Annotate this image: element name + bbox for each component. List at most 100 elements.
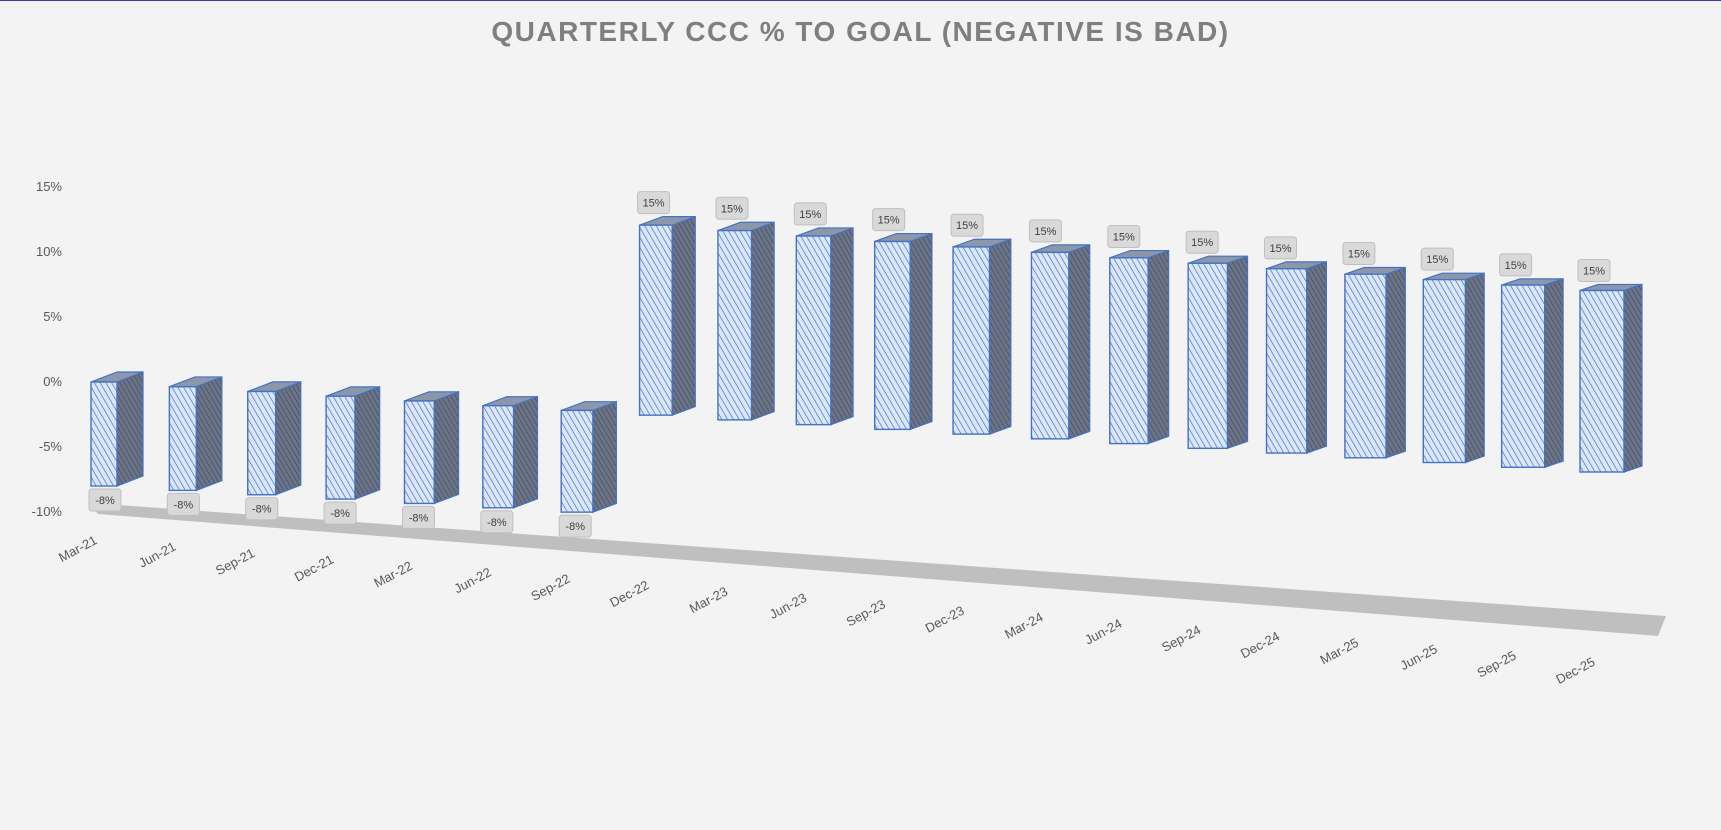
x-tick-label: Jun-24 [1082,616,1124,648]
top-rule [0,0,1721,1]
data-label-box [1028,219,1062,243]
data-labels: -8% -8% -8% -8% -8% -8% -8% 15% 15% 15% 15% 15% 15% 1… [88,191,1611,538]
bar-front [482,404,515,509]
data-label: -8% [323,501,357,525]
y-tick-label: 5% [43,309,62,324]
data-label: 15% [872,208,906,232]
y-tick-label: 10% [36,244,62,259]
x-tick-label: Jun-21 [136,539,178,571]
x-tick-label: Jun-25 [1398,641,1440,673]
x-tick-label: Mar-22 [371,558,414,591]
data-label-box [1264,236,1298,260]
bar-side [1068,244,1091,440]
floor-layer [90,503,1666,636]
data-label-box [950,213,984,237]
data-label-text: 15% [1270,243,1292,255]
y-tick-label: 15% [36,179,62,194]
data-label-box [88,488,122,512]
data-label-box [1342,242,1376,266]
data-label-box [793,202,827,226]
floor [90,503,1666,636]
bar-front [247,390,277,496]
data-label: -8% [245,497,279,521]
bar-side [671,215,696,417]
data-label-text: 15% [1505,260,1527,272]
data-label-text: -8% [174,499,194,511]
bar-front [1030,251,1070,440]
data-label-box [637,191,671,215]
bar-front [1265,268,1308,454]
data-label: 15% [950,213,984,237]
bar-front [560,409,594,513]
data-label: -8% [88,488,122,512]
bar-front [1422,278,1467,464]
x-tick-label: Dec-22 [607,577,651,610]
bar [1265,261,1328,454]
data-label-box [1499,253,1533,277]
bar-side [116,371,144,487]
data-label: 15% [637,191,671,215]
bar-side [750,221,775,421]
bar-side [988,238,1012,435]
data-label-box [245,497,279,521]
data-label: 15% [1577,259,1611,282]
data-label: 15% [1499,253,1533,277]
bar-side [1147,249,1170,445]
bar [325,385,381,500]
x-tick-label: Sep-23 [844,596,888,629]
data-label-text: -8% [95,495,115,507]
data-label-text: 15% [1348,249,1370,261]
bar [873,232,933,431]
x-tick-label: Jun-23 [767,590,809,622]
data-label: -8% [166,492,200,516]
bar-front [403,400,435,505]
data-label-text: -8% [330,508,350,520]
bar-side [354,385,381,500]
x-tick-label: Sep-24 [1159,622,1203,655]
bar-front [873,240,911,431]
bar [560,400,617,514]
bar-front [1579,289,1625,473]
data-label-text: -8% [409,512,429,524]
data-label-box [1185,230,1219,254]
y-tick-label: -5% [39,439,63,454]
bar-side [1623,283,1643,473]
bar-side [275,381,302,496]
x-tick-label: Dec-21 [292,552,336,585]
data-label-box [480,510,514,534]
bar-front [1187,262,1229,450]
data-label-box [715,196,749,220]
data-label-box [558,514,592,538]
bar [1344,266,1406,459]
data-label: 15% [1342,242,1376,266]
bar-side [195,376,223,492]
data-label-text: 15% [643,198,665,210]
bar-side [1226,255,1249,450]
x-tick-label: Dec-25 [1553,654,1597,687]
bar [90,371,144,487]
bar-front [168,386,198,492]
data-label-box [1577,259,1611,282]
data-label-text: 15% [799,209,821,221]
data-label: -8% [558,514,592,538]
bar-side [1306,261,1328,454]
data-label-text: 15% [878,215,900,227]
bar-side [592,400,617,514]
x-tick-label: Mar-23 [687,584,730,617]
bar-side [1464,272,1485,464]
data-label: 15% [715,196,749,220]
bar [638,215,696,417]
data-label-text: 15% [721,203,743,215]
bar [482,395,539,509]
bar-side [1385,266,1406,459]
data-label-box [1420,247,1454,271]
bar-front [1344,273,1387,459]
x-tick-label: Dec-24 [1238,628,1282,661]
bar [168,376,223,492]
data-label-text: -8% [487,517,507,529]
bar-side [1544,278,1564,469]
data-label: 15% [1264,236,1298,260]
bar [247,381,302,496]
chart-title: QUARTERLY CCC % TO GOAL (NEGATIVE IS BAD… [491,16,1230,47]
